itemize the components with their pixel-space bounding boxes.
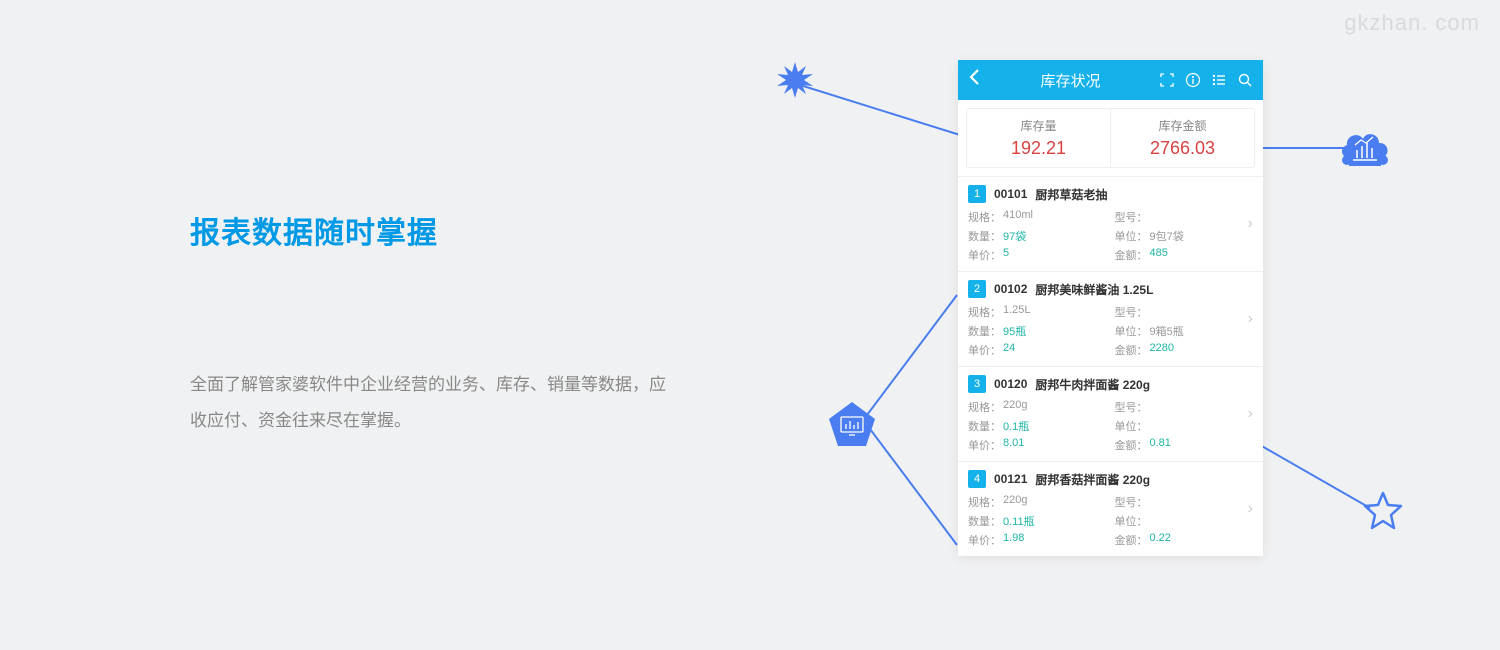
unit-label: 单位： xyxy=(1115,513,1148,529)
phone-mockup: 库存状况 库存量 192.21 库存金额 2766.03 1 00101 厨邦草… xyxy=(958,60,1263,556)
chevron-right-icon: › xyxy=(1248,310,1253,328)
unit-value: 9包7袋 xyxy=(1150,228,1184,244)
amount-value: 0.22 xyxy=(1150,532,1171,548)
item-name: 厨邦草菇老抽 xyxy=(1035,186,1107,203)
burst-icon xyxy=(775,60,815,100)
list-icon[interactable] xyxy=(1211,72,1227,88)
unit-value: 9箱5瓶 xyxy=(1150,323,1184,339)
item-number: 3 xyxy=(968,375,986,393)
qty-value: 97袋 xyxy=(1003,228,1026,244)
inventory-item[interactable]: 4 00121 厨邦香菇拌面酱 220g 规格：220g 型号： 数量：0.11… xyxy=(958,461,1263,556)
qty-value: 0.1瓶 xyxy=(1003,418,1029,434)
model-label: 型号： xyxy=(1115,494,1148,510)
item-number: 2 xyxy=(968,280,986,298)
price-value: 1.98 xyxy=(1003,532,1024,548)
promo-text: 报表数据随时掌握 全面了解管家婆软件中企业经营的业务、库存、销量等数据，应收应付… xyxy=(190,208,670,438)
cloud-chart-icon xyxy=(1335,120,1395,180)
amount-value: 0.81 xyxy=(1150,437,1171,453)
search-icon[interactable] xyxy=(1237,72,1253,88)
stock-amount-value: 2766.03 xyxy=(1111,138,1254,159)
amount-label: 金额： xyxy=(1115,342,1148,358)
phone-header: 库存状况 xyxy=(958,60,1263,100)
amount-label: 金额： xyxy=(1115,247,1148,263)
qty-value: 0.11瓶 xyxy=(1003,513,1035,529)
item-number: 1 xyxy=(968,185,986,203)
unit-label: 单位： xyxy=(1115,323,1148,339)
inventory-item[interactable]: 2 00102 厨邦美味鲜酱油 1.25L 规格：1.25L 型号： 数量：95… xyxy=(958,271,1263,366)
spec-label: 规格： xyxy=(968,304,1001,320)
item-name: 厨邦美味鲜酱油 1.25L xyxy=(1035,281,1153,298)
model-label: 型号： xyxy=(1115,399,1148,415)
spec-value: 220g xyxy=(1003,494,1027,510)
price-label: 单价： xyxy=(968,247,1001,263)
spec-label: 规格： xyxy=(968,494,1001,510)
chevron-right-icon: › xyxy=(1248,405,1253,423)
amount-label: 金额： xyxy=(1115,532,1148,548)
spec-label: 规格： xyxy=(968,209,1001,225)
unit-label: 单位： xyxy=(1115,418,1148,434)
star-icon xyxy=(1362,490,1404,532)
price-label: 单价： xyxy=(968,342,1001,358)
back-button[interactable] xyxy=(968,68,982,92)
item-code: 00121 xyxy=(994,472,1027,486)
summary-panel: 库存量 192.21 库存金额 2766.03 xyxy=(966,108,1255,168)
amount-label: 金额： xyxy=(1115,437,1148,453)
model-label: 型号： xyxy=(1115,304,1148,320)
amount-value: 2280 xyxy=(1150,342,1174,358)
price-label: 单价： xyxy=(968,437,1001,453)
qty-label: 数量： xyxy=(968,513,1001,529)
qty-label: 数量： xyxy=(968,323,1001,339)
chevron-right-icon: › xyxy=(1248,215,1253,233)
stock-qty-box: 库存量 192.21 xyxy=(967,109,1111,167)
qty-label: 数量： xyxy=(968,418,1001,434)
spec-value: 410ml xyxy=(1003,209,1033,225)
price-value: 8.01 xyxy=(1003,437,1024,453)
unit-label: 单位： xyxy=(1115,228,1148,244)
item-name: 厨邦香菇拌面酱 220g xyxy=(1035,471,1150,488)
model-label: 型号： xyxy=(1115,209,1148,225)
item-code: 00120 xyxy=(994,377,1027,391)
chevron-right-icon: › xyxy=(1248,500,1253,518)
page-heading: 报表数据随时掌握 xyxy=(190,208,670,252)
amount-value: 485 xyxy=(1150,247,1168,263)
watermark: gkzhan. com xyxy=(1344,10,1480,36)
item-code: 00102 xyxy=(994,282,1027,296)
stock-amount-box: 库存金额 2766.03 xyxy=(1111,109,1254,167)
qty-value: 95瓶 xyxy=(1003,323,1026,339)
stock-qty-label: 库存量 xyxy=(967,117,1110,134)
monitor-chart-icon xyxy=(827,400,877,450)
item-name: 厨邦牛肉拌面酱 220g xyxy=(1035,376,1150,393)
inventory-item[interactable]: 3 00120 厨邦牛肉拌面酱 220g 规格：220g 型号： 数量：0.1瓶… xyxy=(958,366,1263,461)
scan-icon[interactable] xyxy=(1159,72,1175,88)
item-code: 00101 xyxy=(994,187,1027,201)
page-description: 全面了解管家婆软件中企业经营的业务、库存、销量等数据，应收应付、资金往来尽在掌握… xyxy=(190,367,670,438)
qty-label: 数量： xyxy=(968,228,1001,244)
inventory-item[interactable]: 1 00101 厨邦草菇老抽 规格：410ml 型号： 数量：97袋 单位：9包… xyxy=(958,176,1263,271)
stock-amount-label: 库存金额 xyxy=(1111,117,1254,134)
spec-label: 规格： xyxy=(968,399,1001,415)
price-value: 5 xyxy=(1003,247,1009,263)
screen-title: 库存状况 xyxy=(1040,70,1100,91)
price-value: 24 xyxy=(1003,342,1015,358)
info-icon[interactable] xyxy=(1185,72,1201,88)
stock-qty-value: 192.21 xyxy=(967,138,1110,159)
spec-value: 220g xyxy=(1003,399,1027,415)
price-label: 单价： xyxy=(968,532,1001,548)
spec-value: 1.25L xyxy=(1003,304,1031,320)
item-number: 4 xyxy=(968,470,986,488)
